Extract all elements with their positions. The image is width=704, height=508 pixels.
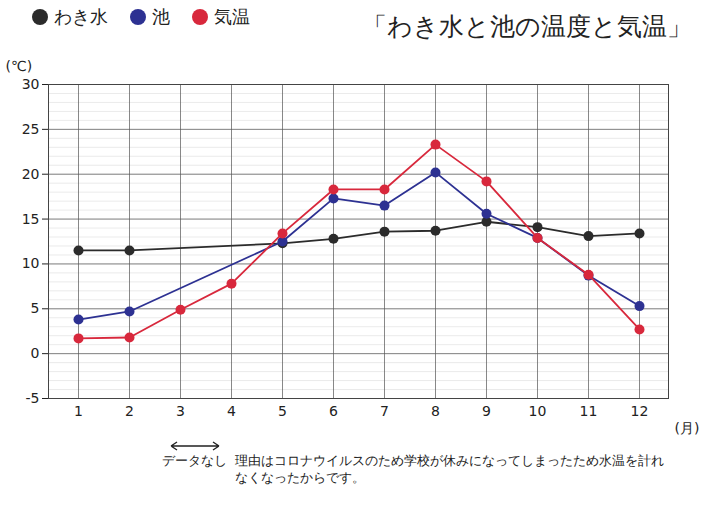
- svg-text:9: 9: [482, 403, 491, 419]
- svg-text:15: 15: [22, 211, 40, 227]
- svg-text:10: 10: [529, 403, 547, 419]
- svg-text:2: 2: [125, 403, 134, 419]
- svg-text:11: 11: [580, 403, 598, 419]
- svg-text:6: 6: [329, 403, 338, 419]
- svg-text:-5: -5: [26, 390, 40, 406]
- svg-text:20: 20: [22, 166, 40, 182]
- svg-text:5: 5: [278, 403, 287, 419]
- svg-text:25: 25: [22, 121, 40, 137]
- html-text:データなし: データなし: [162, 453, 227, 468]
- svg-text:8: 8: [431, 403, 440, 419]
- svg-text:(℃): (℃): [6, 58, 33, 74]
- svg-text:7: 7: [380, 403, 389, 419]
- svg-text:1: 1: [74, 403, 83, 419]
- html-text:わき水: わき水: [54, 5, 108, 27]
- html-text:理由はコロナウイルスのため学校が休みになってしまったため水温: 理由はコロナウイルスのため学校が休みになってしまったため水温を計れなくなったから…: [235, 453, 664, 485]
- html-text:池: 池: [152, 5, 170, 27]
- html-text:「わき水と池の温度と気温」: 「わき水と池の温度と気温」: [362, 12, 692, 41]
- svg-text:3: 3: [176, 403, 185, 419]
- html-text:気温: 気温: [214, 5, 250, 27]
- svg-text:5: 5: [31, 300, 40, 316]
- svg-text:4: 4: [227, 403, 236, 419]
- svg-text:10: 10: [22, 255, 40, 271]
- svg-text:0: 0: [31, 345, 40, 361]
- svg-text:(月): (月): [675, 420, 700, 436]
- svg-text:12: 12: [631, 403, 649, 419]
- svg-text:30: 30: [22, 76, 40, 92]
